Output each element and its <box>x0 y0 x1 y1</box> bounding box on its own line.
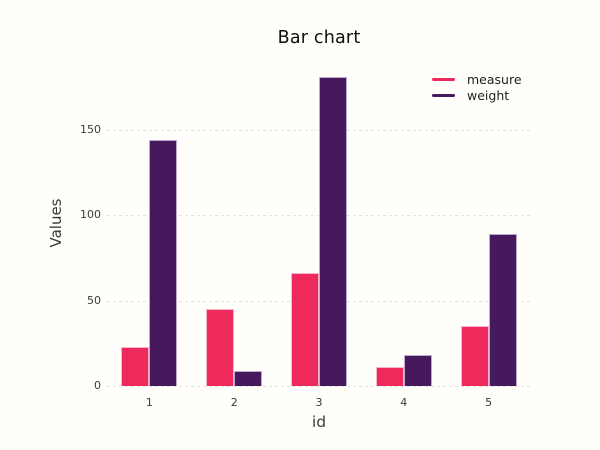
legend-line-swatch <box>432 78 455 82</box>
x-tick-label: 5 <box>485 396 493 409</box>
x-tick-label: 1 <box>145 396 153 409</box>
bar-weight-4 <box>403 355 432 386</box>
y-tick-label: 50 <box>87 293 101 307</box>
y-tick-label: 0 <box>94 379 101 392</box>
legend-line-swatch <box>432 93 455 97</box>
x-tick-label: 2 <box>230 396 238 409</box>
bar-measure-3 <box>291 273 319 386</box>
legend-label: measure <box>467 72 522 88</box>
plot-area <box>107 60 531 387</box>
x-tick-label: 4 <box>400 396 408 409</box>
y-tick-label: 150 <box>80 122 101 136</box>
legend-item-weight: weight <box>432 88 522 104</box>
bar-measure-2 <box>206 309 235 386</box>
bar-measure-5 <box>460 326 489 386</box>
x-axis-label: id <box>311 413 327 431</box>
bar-measure-1 <box>121 346 150 386</box>
x-tick-label: 3 <box>315 396 323 409</box>
legend: measure weight <box>432 72 522 103</box>
gridline-y-0 <box>107 386 531 387</box>
chart-title: Bar chart <box>277 28 361 48</box>
legend-item-measure: measure <box>432 72 522 88</box>
bar-weight-3 <box>319 77 347 386</box>
bar-measure-4 <box>375 367 404 386</box>
legend-label: weight <box>467 87 510 103</box>
bar-weight-2 <box>234 370 263 386</box>
bar-weight-5 <box>488 234 517 386</box>
bar-weight-1 <box>149 140 178 386</box>
y-axis-label: Values <box>47 198 65 248</box>
y-tick-label: 100 <box>80 208 101 222</box>
